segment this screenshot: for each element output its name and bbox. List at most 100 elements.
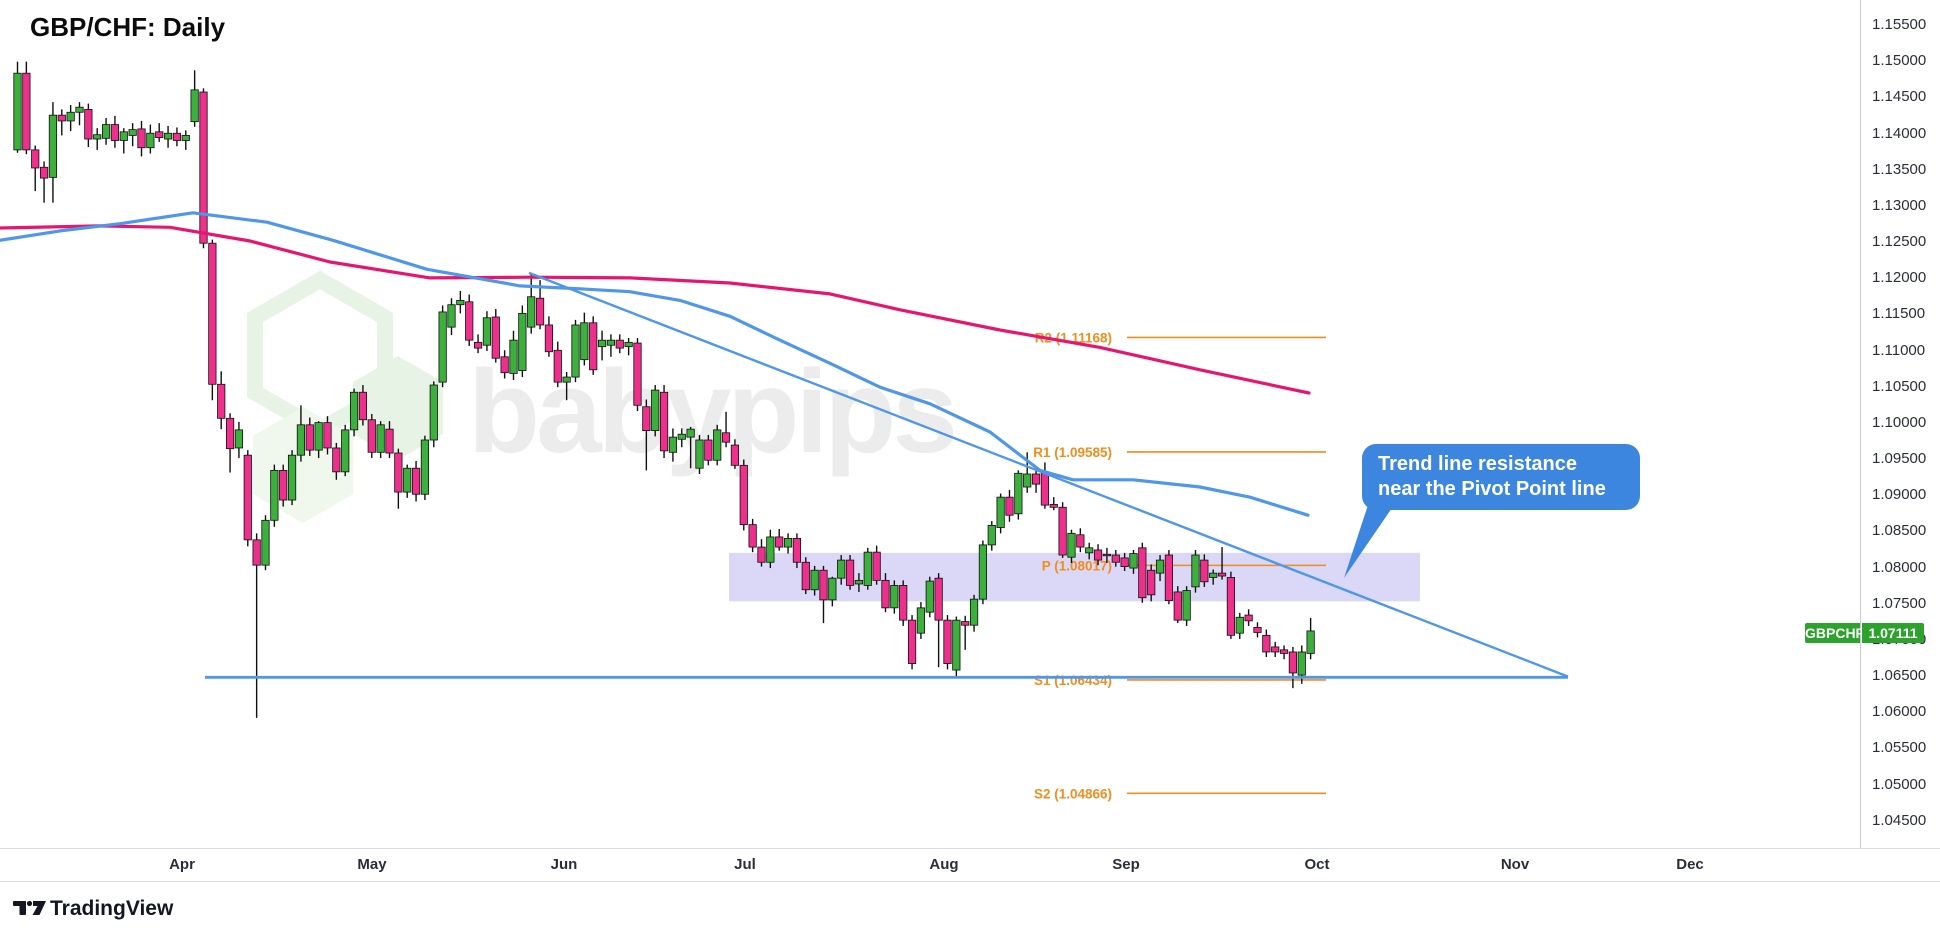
candle-body xyxy=(190,89,199,123)
month-label-dec: Dec xyxy=(1676,856,1704,873)
candle-body xyxy=(1023,473,1032,488)
candle-body xyxy=(1120,557,1129,568)
price-axis-label: 1.08500 xyxy=(1872,522,1927,540)
candle-body xyxy=(279,469,288,501)
ma-blue xyxy=(0,211,1310,517)
candle-body xyxy=(48,114,58,178)
candle-body xyxy=(748,524,757,548)
candle-body xyxy=(314,422,323,451)
candle-body xyxy=(1164,554,1174,602)
candle-body xyxy=(181,135,190,141)
candle-body xyxy=(128,129,137,136)
candle-body xyxy=(75,106,84,113)
candle-body xyxy=(93,134,102,140)
candle-body xyxy=(465,301,474,341)
candle-body xyxy=(615,339,624,349)
candle-body xyxy=(571,324,580,378)
candle-body xyxy=(119,131,128,141)
candle-body xyxy=(775,536,784,548)
pivot-label-r2: R2 (1.11168) xyxy=(1035,330,1112,345)
candle-body xyxy=(376,424,385,453)
candle-body xyxy=(952,619,961,671)
candle-body xyxy=(456,299,465,306)
candle-body xyxy=(420,439,430,495)
candle-body xyxy=(845,559,855,586)
candle-body xyxy=(606,339,616,346)
candle-body xyxy=(1093,549,1103,561)
candle-body xyxy=(633,342,642,406)
candle-body xyxy=(1235,616,1244,634)
ma-pink xyxy=(0,224,1311,395)
candle-body xyxy=(349,391,359,431)
candle-body xyxy=(642,406,651,431)
price-axis-label: 1.08000 xyxy=(1872,558,1927,576)
candle-body xyxy=(1191,554,1200,588)
month-label-jun: Jun xyxy=(550,856,578,873)
price-axis-label: 1.11500 xyxy=(1872,305,1926,323)
candle-body xyxy=(411,467,421,495)
candle-body xyxy=(57,114,66,122)
tradingview-brand[interactable]: TradingView xyxy=(50,897,174,920)
candle-body xyxy=(332,447,341,473)
candle-body xyxy=(890,585,899,609)
candle-body xyxy=(1147,569,1156,596)
candle-body xyxy=(872,551,881,581)
candle-body xyxy=(172,132,182,141)
page-title: GBP/CHF: Daily xyxy=(30,12,226,42)
price-axis-label: 1.13000 xyxy=(1872,196,1927,214)
candle-body xyxy=(243,454,252,541)
price-axis-label: 1.06500 xyxy=(1872,667,1927,685)
candle-body xyxy=(589,322,598,371)
candle-body xyxy=(916,607,926,634)
candle-body xyxy=(757,546,766,563)
candle-body xyxy=(730,444,740,466)
candle-body xyxy=(899,585,908,621)
candle-body xyxy=(828,577,837,601)
price-axis-label: 1.10500 xyxy=(1872,377,1927,395)
trend-line[interactable] xyxy=(528,271,1569,678)
price-axis-label: 1.12500 xyxy=(1872,233,1927,251)
candle-body xyxy=(234,429,244,449)
candle-body xyxy=(84,108,93,140)
candle-body xyxy=(934,577,943,621)
candle-body xyxy=(394,452,403,493)
candle-body xyxy=(447,304,456,328)
candle-body xyxy=(1111,554,1120,563)
pivot-label-s1: S1 (1.06434) xyxy=(1034,673,1112,688)
candle-body xyxy=(553,349,562,383)
candle-body xyxy=(854,579,864,585)
candle-body xyxy=(1102,553,1112,557)
pivot-label-s2: S2 (1.04866) xyxy=(1034,786,1112,801)
candle-body xyxy=(1173,591,1182,621)
candle-body xyxy=(863,551,872,586)
footer-border xyxy=(0,881,1940,882)
tradingview-logo-icon[interactable] xyxy=(13,899,47,924)
candle-body xyxy=(668,436,678,453)
price-axis-label: 1.12000 xyxy=(1872,269,1927,287)
candle-body xyxy=(925,580,934,613)
candle-body xyxy=(943,619,952,664)
annotation-callout[interactable]: Trend line resistance near the Pivot Poi… xyxy=(1362,444,1640,510)
candle-body xyxy=(1058,506,1067,556)
month-label-oct: Oct xyxy=(1304,856,1330,873)
price-axis-label: 1.06000 xyxy=(1872,703,1927,721)
candle-body xyxy=(1271,646,1280,653)
candle-body xyxy=(429,384,438,441)
last-price-tag-symbol: GBPCHF xyxy=(1805,623,1865,643)
candle-body xyxy=(199,91,208,244)
candle-body xyxy=(766,536,775,563)
candle-body xyxy=(1040,472,1050,506)
price-axis-label: 1.11000 xyxy=(1872,341,1926,359)
candle-body xyxy=(721,432,731,443)
candle-body xyxy=(1049,503,1058,508)
price-axis-label: 1.10000 xyxy=(1872,413,1927,431)
candle-body xyxy=(1209,572,1218,578)
candle-body xyxy=(22,72,31,151)
candle-body xyxy=(341,429,350,473)
candle-body xyxy=(987,524,996,546)
candle-body xyxy=(1005,496,1014,516)
candle-body xyxy=(323,422,332,449)
candle-body xyxy=(651,389,660,431)
